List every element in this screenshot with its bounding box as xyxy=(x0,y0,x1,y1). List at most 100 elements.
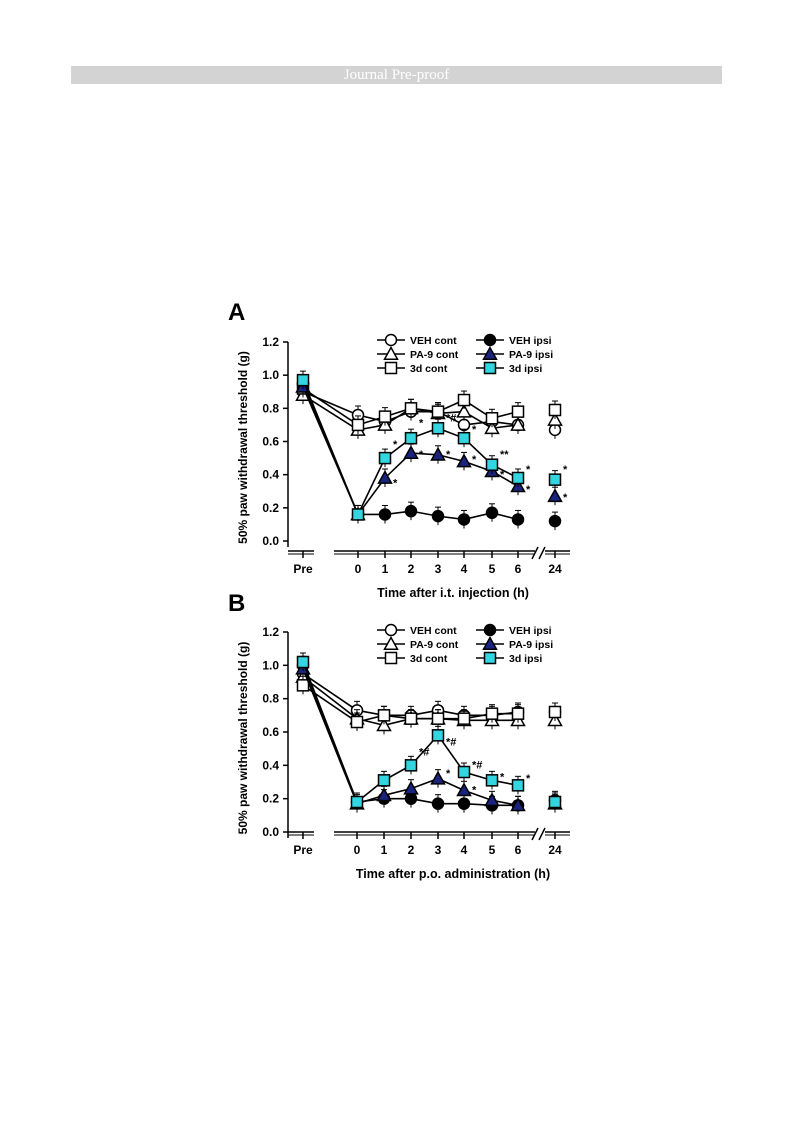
significance-mark: * xyxy=(446,449,451,461)
data-point xyxy=(511,779,525,792)
data-point xyxy=(485,707,499,720)
journal-preproof-banner: Journal Pre-proof xyxy=(71,66,722,84)
x-tick-label: 3 xyxy=(435,562,442,576)
data-point xyxy=(548,473,562,486)
data-point xyxy=(484,792,500,807)
legend: VEH cont PA-9 cont 3d cont VEH ipsi PA-9 ips… xyxy=(377,623,553,665)
significance-mark: * xyxy=(526,484,531,496)
data-point xyxy=(456,403,472,418)
panel-b-chart: B 0.0 0.2 0.4 0.6 0.8 1.0 1.2 50% paw withdrawal… xyxy=(228,590,570,881)
significance-mark: * xyxy=(563,492,568,504)
data-point xyxy=(548,514,562,528)
data-point xyxy=(485,412,499,425)
legend-marker xyxy=(383,635,399,650)
significance-mark: *# xyxy=(419,746,429,758)
data-point xyxy=(511,513,525,526)
y-tick-label: 1.0 xyxy=(262,368,279,382)
y-tick-label: 0.2 xyxy=(262,792,279,806)
y-tick-label: 0.8 xyxy=(262,401,279,415)
significance-mark: * xyxy=(419,418,424,430)
data-point xyxy=(351,508,365,521)
significance-mark: * xyxy=(446,768,451,780)
data-point xyxy=(351,418,365,432)
x-tick-label: 0 xyxy=(355,562,362,576)
data-point xyxy=(296,373,310,387)
data-point xyxy=(457,393,471,407)
y-tick-label: 0.0 xyxy=(262,534,279,548)
significance-mark: *# xyxy=(472,760,482,772)
y-tick-label: 1.2 xyxy=(262,625,279,639)
data-point xyxy=(404,759,418,772)
data-point xyxy=(378,451,392,465)
legend-marker xyxy=(482,635,498,650)
legend-label: VEH cont xyxy=(410,335,457,347)
x-tick-label: 6 xyxy=(515,562,522,576)
x-tick-label: 0 xyxy=(354,843,361,857)
data-point xyxy=(431,405,445,418)
x-tick-label: 4 xyxy=(461,562,468,576)
significance-mark: * xyxy=(526,464,531,476)
data-point xyxy=(548,403,562,417)
y-tick-label: 0.6 xyxy=(262,435,279,449)
series-3d-ipsi xyxy=(296,652,562,811)
x-tick-label: 24 xyxy=(548,562,562,576)
data-point xyxy=(511,707,525,720)
x-tick-label: 5 xyxy=(489,843,496,857)
x-tick-label: 4 xyxy=(461,843,468,857)
data-point xyxy=(457,712,471,725)
data-point xyxy=(404,712,418,725)
data-point xyxy=(403,445,419,460)
data-point xyxy=(376,787,392,802)
legend-marker xyxy=(384,623,398,637)
legend-marker xyxy=(483,333,497,347)
axis-break-mark xyxy=(538,546,546,560)
data-point xyxy=(376,717,392,732)
y-tick-label: 0.8 xyxy=(262,692,279,706)
data-point xyxy=(350,715,364,729)
data-point xyxy=(431,509,445,523)
data-point xyxy=(510,416,526,431)
series-pa-9-ipsi xyxy=(295,377,563,524)
significance-mark: * xyxy=(393,439,398,451)
data-point xyxy=(456,453,472,468)
data-point xyxy=(430,770,446,785)
data-point xyxy=(404,504,418,518)
legend-label: VEH ipsi xyxy=(509,625,552,637)
data-point xyxy=(485,506,499,520)
data-point xyxy=(456,782,472,797)
data-point xyxy=(484,420,500,435)
x-axis-label: Time after p.o. administration (h) xyxy=(356,867,550,881)
x-tick-label: 2 xyxy=(408,843,415,857)
y-tick-label: 0.4 xyxy=(262,758,279,772)
legend-label: 3d ipsi xyxy=(509,363,542,375)
significance-mark: *# xyxy=(446,736,456,748)
data-point xyxy=(548,795,562,809)
significance-mark: * xyxy=(563,464,568,476)
x-tick-label: 5 xyxy=(489,562,496,576)
data-point xyxy=(377,469,393,484)
data-point xyxy=(511,405,525,418)
significance-mark: * xyxy=(393,477,398,489)
legend-label: 3d ipsi xyxy=(509,653,542,665)
data-point xyxy=(404,402,418,415)
significance-mark: ** xyxy=(500,449,509,461)
legend-label: VEH ipsi xyxy=(509,335,552,347)
data-point xyxy=(296,655,310,669)
x-tick-label: 1 xyxy=(381,843,388,857)
legend-label: PA-9 ipsi xyxy=(509,639,553,651)
data-point xyxy=(457,765,471,779)
data-point xyxy=(547,411,563,426)
x-tick-label: 1 xyxy=(382,562,389,576)
data-point xyxy=(350,795,364,809)
data-point xyxy=(457,513,471,526)
legend-label: 3d cont xyxy=(410,363,448,375)
significance-mark: * xyxy=(419,449,424,461)
significance-mark: * xyxy=(472,424,477,436)
data-point xyxy=(430,446,446,461)
legend-marker xyxy=(384,333,398,347)
data-point xyxy=(431,421,445,435)
series-veh-ipsi xyxy=(296,373,562,531)
significance-mark: * xyxy=(526,773,531,785)
x-tick-label: Pre xyxy=(293,843,313,857)
